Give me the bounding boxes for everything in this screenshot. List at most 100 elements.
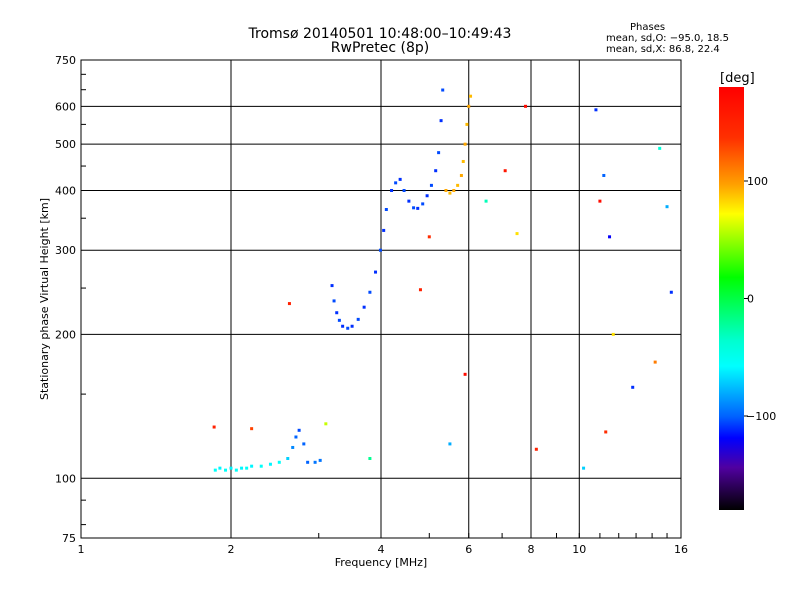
y-tick-label: 100 [55, 472, 76, 485]
x-tick-label: 8 [528, 543, 535, 556]
data-point [434, 169, 438, 173]
data-point [441, 88, 445, 92]
y-tick-label: 500 [55, 138, 76, 151]
data-point [302, 442, 306, 446]
data-point [669, 290, 673, 294]
data-point [291, 445, 295, 449]
data-point [463, 372, 467, 376]
data-point [330, 284, 334, 288]
data-point [444, 188, 448, 192]
data-point [350, 324, 354, 328]
data-point [297, 428, 301, 432]
data-point [463, 142, 467, 146]
data-point [421, 202, 425, 206]
data-point [378, 248, 382, 252]
data-point [484, 199, 488, 203]
data-point [437, 151, 441, 155]
data-point [427, 235, 431, 239]
data-point [374, 270, 378, 274]
data-point [245, 466, 249, 470]
data-point [398, 177, 402, 181]
data-point [602, 173, 606, 177]
data-point [653, 360, 657, 364]
data-point [368, 456, 372, 460]
y-axis-label: Stationary phase Virtual Height [km] [38, 198, 51, 400]
data-point [425, 194, 429, 198]
data-point [459, 173, 463, 177]
x-tick-label: 2 [228, 543, 235, 556]
data-point [394, 181, 398, 185]
data-point [277, 460, 281, 464]
legend-title: Phases [630, 22, 666, 33]
data-point [224, 468, 228, 472]
data-point [412, 206, 416, 210]
data-point [469, 94, 473, 98]
data-point [456, 183, 460, 187]
data-point [604, 430, 608, 434]
x-tick-label: 6 [465, 543, 472, 556]
data-point [582, 466, 586, 470]
y-tick-label: 600 [55, 100, 76, 113]
x-tick-label: 16 [674, 543, 688, 556]
chart-subtitle: RwPretec (8p) [330, 40, 430, 56]
legend-line-x: mean, sd,X: 86.8, 22.4 [606, 44, 720, 55]
data-point [341, 324, 345, 328]
data-point [611, 332, 615, 336]
data-point [218, 466, 222, 470]
data-point [286, 456, 290, 460]
data-point [429, 183, 433, 187]
data-point [234, 468, 238, 472]
data-point [213, 468, 217, 472]
data-point [259, 464, 263, 468]
data-point [313, 460, 317, 464]
colorbar-tick-label: 100 [747, 175, 768, 188]
plot-frame [80, 59, 682, 539]
colorbar-tick-label: −100 [746, 410, 776, 423]
data-point [287, 302, 291, 306]
data-point [534, 447, 538, 451]
data-point [461, 159, 465, 163]
data-point [524, 104, 528, 108]
data-point [268, 462, 272, 466]
data-point [448, 191, 452, 195]
y-tick-label: 750 [55, 54, 76, 67]
data-point [306, 460, 310, 464]
y-tick-label: 300 [55, 244, 76, 257]
data-point [503, 169, 507, 173]
data-point [362, 305, 366, 309]
data-point [452, 188, 456, 192]
data-point [390, 188, 394, 192]
colorbar-label: [deg] [720, 71, 755, 86]
data-point [332, 299, 336, 303]
data-point [318, 458, 322, 462]
data-point [240, 466, 244, 470]
data-point [294, 435, 298, 439]
data-point [465, 122, 469, 126]
data-point [631, 385, 635, 389]
data-point [335, 311, 339, 315]
data-point [368, 290, 372, 294]
y-tick-label: 75 [62, 532, 76, 545]
data-point [356, 317, 360, 321]
data-point [337, 318, 341, 322]
data-point [402, 188, 406, 192]
chart-title: Tromsø 20140501 10:48:00–10:49:43 [248, 26, 512, 42]
data-point [439, 119, 443, 123]
data-point [324, 422, 328, 426]
data-point [418, 288, 422, 292]
data-point [608, 235, 612, 239]
data-point [346, 326, 350, 330]
colorbar [719, 87, 744, 510]
data-point [515, 232, 519, 236]
data-point [598, 199, 602, 203]
legend-line-o: mean, sd,O: −95.0, 18.5 [606, 33, 729, 44]
data-point [250, 427, 254, 431]
x-tick-label: 1 [78, 543, 85, 556]
data-point [448, 442, 452, 446]
data-point [658, 146, 662, 150]
data-point [416, 206, 420, 210]
x-tick-label: 10 [572, 543, 586, 556]
data-point [384, 208, 388, 212]
data-point [212, 425, 216, 429]
